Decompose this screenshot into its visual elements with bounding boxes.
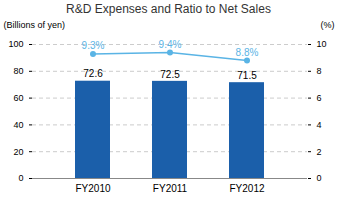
html-text:R&D Expenses and Ratio to Net: R&D Expenses and Ratio to Net Sales: [66, 2, 271, 16]
svg-text:72.6: 72.6: [83, 68, 103, 79]
svg-text:0: 0: [18, 173, 23, 183]
svg-text:60: 60: [13, 93, 23, 103]
svg-text:6: 6: [317, 93, 322, 103]
svg-text:FY2011: FY2011: [153, 183, 188, 194]
svg-text:71.5: 71.5: [237, 70, 257, 81]
svg-text:8.8%: 8.8%: [236, 47, 259, 58]
svg-text:0: 0: [317, 173, 322, 183]
svg-text:(Billions of yen): (Billions of yen): [4, 20, 66, 30]
svg-text:FY2010: FY2010: [75, 183, 110, 194]
svg-text:FY2012: FY2012: [229, 183, 264, 194]
svg-text:80: 80: [13, 66, 23, 76]
svg-text:40: 40: [13, 120, 23, 130]
svg-text:9.4%: 9.4%: [159, 39, 182, 50]
svg-text:(%): (%): [321, 20, 335, 30]
svg-text:2: 2: [317, 147, 322, 157]
svg-text:9.3%: 9.3%: [82, 40, 105, 51]
svg-text:4: 4: [317, 120, 322, 130]
svg-text:10: 10: [317, 39, 327, 49]
svg-text:100: 100: [8, 39, 23, 49]
svg-text:72.5: 72.5: [160, 69, 180, 80]
svg-text:8: 8: [317, 66, 322, 76]
svg-text:20: 20: [13, 147, 23, 157]
